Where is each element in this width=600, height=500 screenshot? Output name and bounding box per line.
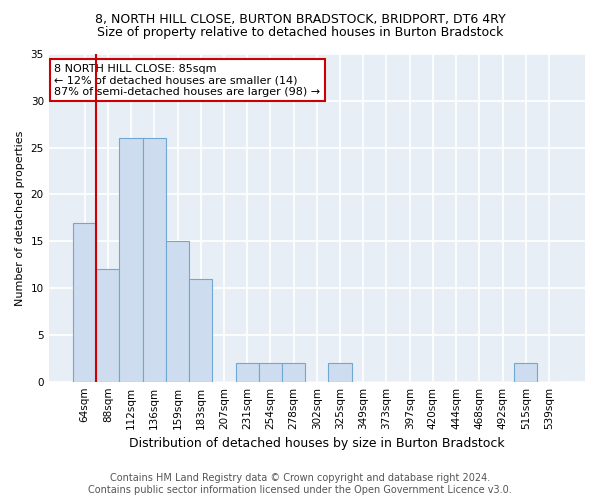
Bar	[119, 138, 143, 382]
Bar	[96, 270, 119, 382]
Bar	[73, 222, 96, 382]
X-axis label: Distribution of detached houses by size in Burton Bradstock: Distribution of detached houses by size …	[129, 437, 505, 450]
Y-axis label: Number of detached properties: Number of detached properties	[15, 130, 25, 306]
Bar	[189, 278, 212, 382]
Bar	[328, 363, 352, 382]
Bar	[259, 363, 282, 382]
Text: 8 NORTH HILL CLOSE: 85sqm
← 12% of detached houses are smaller (14)
87% of semi-: 8 NORTH HILL CLOSE: 85sqm ← 12% of detac…	[54, 64, 320, 97]
Bar	[166, 241, 189, 382]
Text: Contains HM Land Registry data © Crown copyright and database right 2024.
Contai: Contains HM Land Registry data © Crown c…	[88, 474, 512, 495]
Text: Size of property relative to detached houses in Burton Bradstock: Size of property relative to detached ho…	[97, 26, 503, 39]
Text: 8, NORTH HILL CLOSE, BURTON BRADSTOCK, BRIDPORT, DT6 4RY: 8, NORTH HILL CLOSE, BURTON BRADSTOCK, B…	[95, 12, 505, 26]
Bar	[143, 138, 166, 382]
Bar	[282, 363, 305, 382]
Bar	[514, 363, 538, 382]
Bar	[236, 363, 259, 382]
